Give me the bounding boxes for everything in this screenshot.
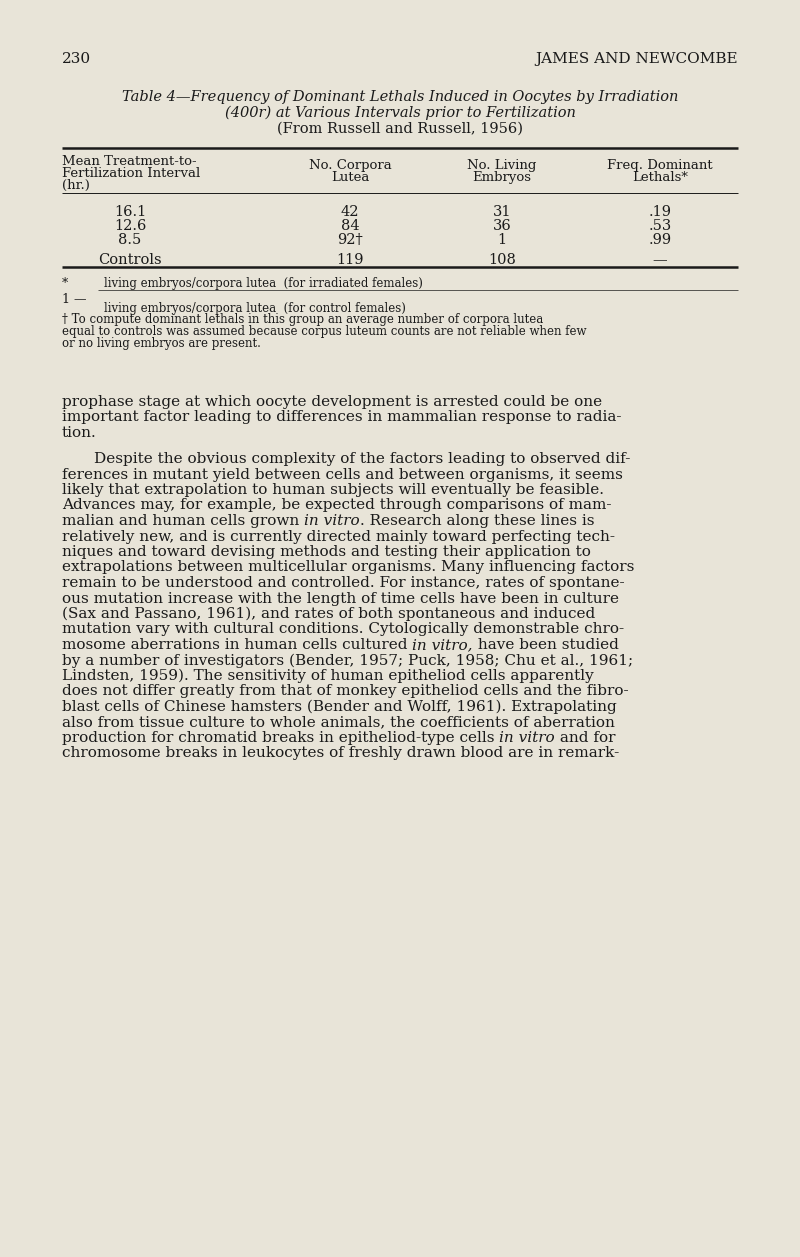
Text: 84: 84: [341, 219, 359, 233]
Text: have been studied: have been studied: [473, 639, 618, 652]
Text: living embryos/corpora lutea  (for irradiated females): living embryos/corpora lutea (for irradi…: [104, 277, 423, 290]
Text: Embryos: Embryos: [473, 171, 531, 184]
Text: (Sax and Passano, 1961), and rates of both spontaneous and induced: (Sax and Passano, 1961), and rates of bo…: [62, 607, 595, 621]
Text: 42: 42: [341, 205, 359, 219]
Text: Lethals*: Lethals*: [632, 171, 688, 184]
Text: Lutea: Lutea: [331, 171, 369, 184]
Text: mosome aberrations in human cells cultured: mosome aberrations in human cells cultur…: [62, 639, 412, 652]
Text: Advances may, for example, be expected through comparisons of mam-: Advances may, for example, be expected t…: [62, 499, 611, 513]
Text: and for: and for: [555, 732, 615, 745]
Text: relatively new, and is currently directed mainly toward perfecting tech-: relatively new, and is currently directe…: [62, 529, 615, 543]
Text: living embryos/corpora lutea  (for control females): living embryos/corpora lutea (for contro…: [104, 302, 406, 316]
Text: .99: .99: [649, 233, 671, 246]
Text: (hr.): (hr.): [62, 178, 90, 192]
Text: prophase stage at which oocyte development is arrested could be one: prophase stage at which oocyte developme…: [62, 395, 602, 409]
Text: . Research along these lines is: . Research along these lines is: [360, 514, 594, 528]
Text: blast cells of Chinese hamsters (Bender and Wolff, 1961). Extrapolating: blast cells of Chinese hamsters (Bender …: [62, 700, 617, 714]
Text: Freq. Dominant: Freq. Dominant: [607, 158, 713, 172]
Text: in vitro,: in vitro,: [412, 639, 473, 652]
Text: remain to be understood and controlled. For instance, rates of spontane-: remain to be understood and controlled. …: [62, 576, 625, 590]
Text: extrapolations between multicellular organisms. Many influencing factors: extrapolations between multicellular org…: [62, 561, 634, 574]
Text: No. Corpora: No. Corpora: [309, 158, 391, 172]
Text: 1: 1: [498, 233, 506, 246]
Text: 12.6: 12.6: [114, 219, 146, 233]
Text: niques and toward devising methods and testing their application to: niques and toward devising methods and t…: [62, 546, 591, 559]
Text: Table 4—Frequency of Dominant Lethals Induced in Oocytes by Irradiation: Table 4—Frequency of Dominant Lethals In…: [122, 91, 678, 104]
Text: Despite the obvious complexity of the factors leading to observed dif-: Despite the obvious complexity of the fa…: [94, 453, 630, 466]
Text: ous mutation increase with the length of time cells have been in culture: ous mutation increase with the length of…: [62, 592, 619, 606]
Text: mutation vary with cultural conditions. Cytologically demonstrable chro-: mutation vary with cultural conditions. …: [62, 622, 624, 636]
Text: (400r) at Various Intervals prior to Fertilization: (400r) at Various Intervals prior to Fer…: [225, 106, 575, 121]
Text: Lindsten, 1959). The sensitivity of human epitheliod cells apparently: Lindsten, 1959). The sensitivity of huma…: [62, 669, 594, 684]
Text: —: —: [653, 253, 667, 266]
Text: important factor leading to differences in mammalian response to radia-: important factor leading to differences …: [62, 411, 622, 425]
Text: 8.5: 8.5: [118, 233, 142, 246]
Text: in vitro: in vitro: [304, 514, 360, 528]
Text: likely that extrapolation to human subjects will eventually be feasible.: likely that extrapolation to human subje…: [62, 483, 604, 497]
Text: JAMES AND NEWCOMBE: JAMES AND NEWCOMBE: [535, 52, 738, 67]
Text: malian and human cells grown: malian and human cells grown: [62, 514, 304, 528]
Text: chromosome breaks in leukocytes of freshly drawn blood are in remark-: chromosome breaks in leukocytes of fresh…: [62, 747, 619, 760]
Text: No. Living: No. Living: [467, 158, 537, 172]
Text: 92†: 92†: [337, 233, 363, 246]
Text: Fertilization Interval: Fertilization Interval: [62, 167, 200, 180]
Text: Mean Treatment-to-: Mean Treatment-to-: [62, 155, 197, 168]
Text: (From Russell and Russell, 1956): (From Russell and Russell, 1956): [277, 122, 523, 136]
Text: Controls: Controls: [98, 253, 162, 266]
Text: does not differ greatly from that of monkey epitheliod cells and the fibro-: does not differ greatly from that of mon…: [62, 685, 629, 699]
Text: or no living embryos are present.: or no living embryos are present.: [62, 337, 261, 349]
Text: .19: .19: [649, 205, 671, 219]
Text: .53: .53: [648, 219, 672, 233]
Text: 119: 119: [336, 253, 364, 266]
Text: 230: 230: [62, 52, 91, 67]
Text: tion.: tion.: [62, 426, 97, 440]
Text: 108: 108: [488, 253, 516, 266]
Text: equal to controls was assumed because corpus luteum counts are not reliable when: equal to controls was assumed because co…: [62, 326, 586, 338]
Text: by a number of investigators (Bender, 1957; Puck, 1958; Chu et al., 1961;: by a number of investigators (Bender, 19…: [62, 654, 633, 667]
Text: 16.1: 16.1: [114, 205, 146, 219]
Text: also from tissue culture to whole animals, the coefficients of aberration: also from tissue culture to whole animal…: [62, 715, 615, 729]
Text: ferences in mutant yield between cells and between organisms, it seems: ferences in mutant yield between cells a…: [62, 468, 623, 481]
Text: 31: 31: [493, 205, 511, 219]
Text: 36: 36: [493, 219, 511, 233]
Text: 1 —: 1 —: [62, 293, 86, 305]
Text: *: *: [62, 277, 68, 290]
Text: † To compute dominant lethals in this group an average number of corpora lutea: † To compute dominant lethals in this gr…: [62, 313, 543, 326]
Text: production for chromatid breaks in epitheliod-type cells: production for chromatid breaks in epith…: [62, 732, 499, 745]
Text: in vitro: in vitro: [499, 732, 555, 745]
